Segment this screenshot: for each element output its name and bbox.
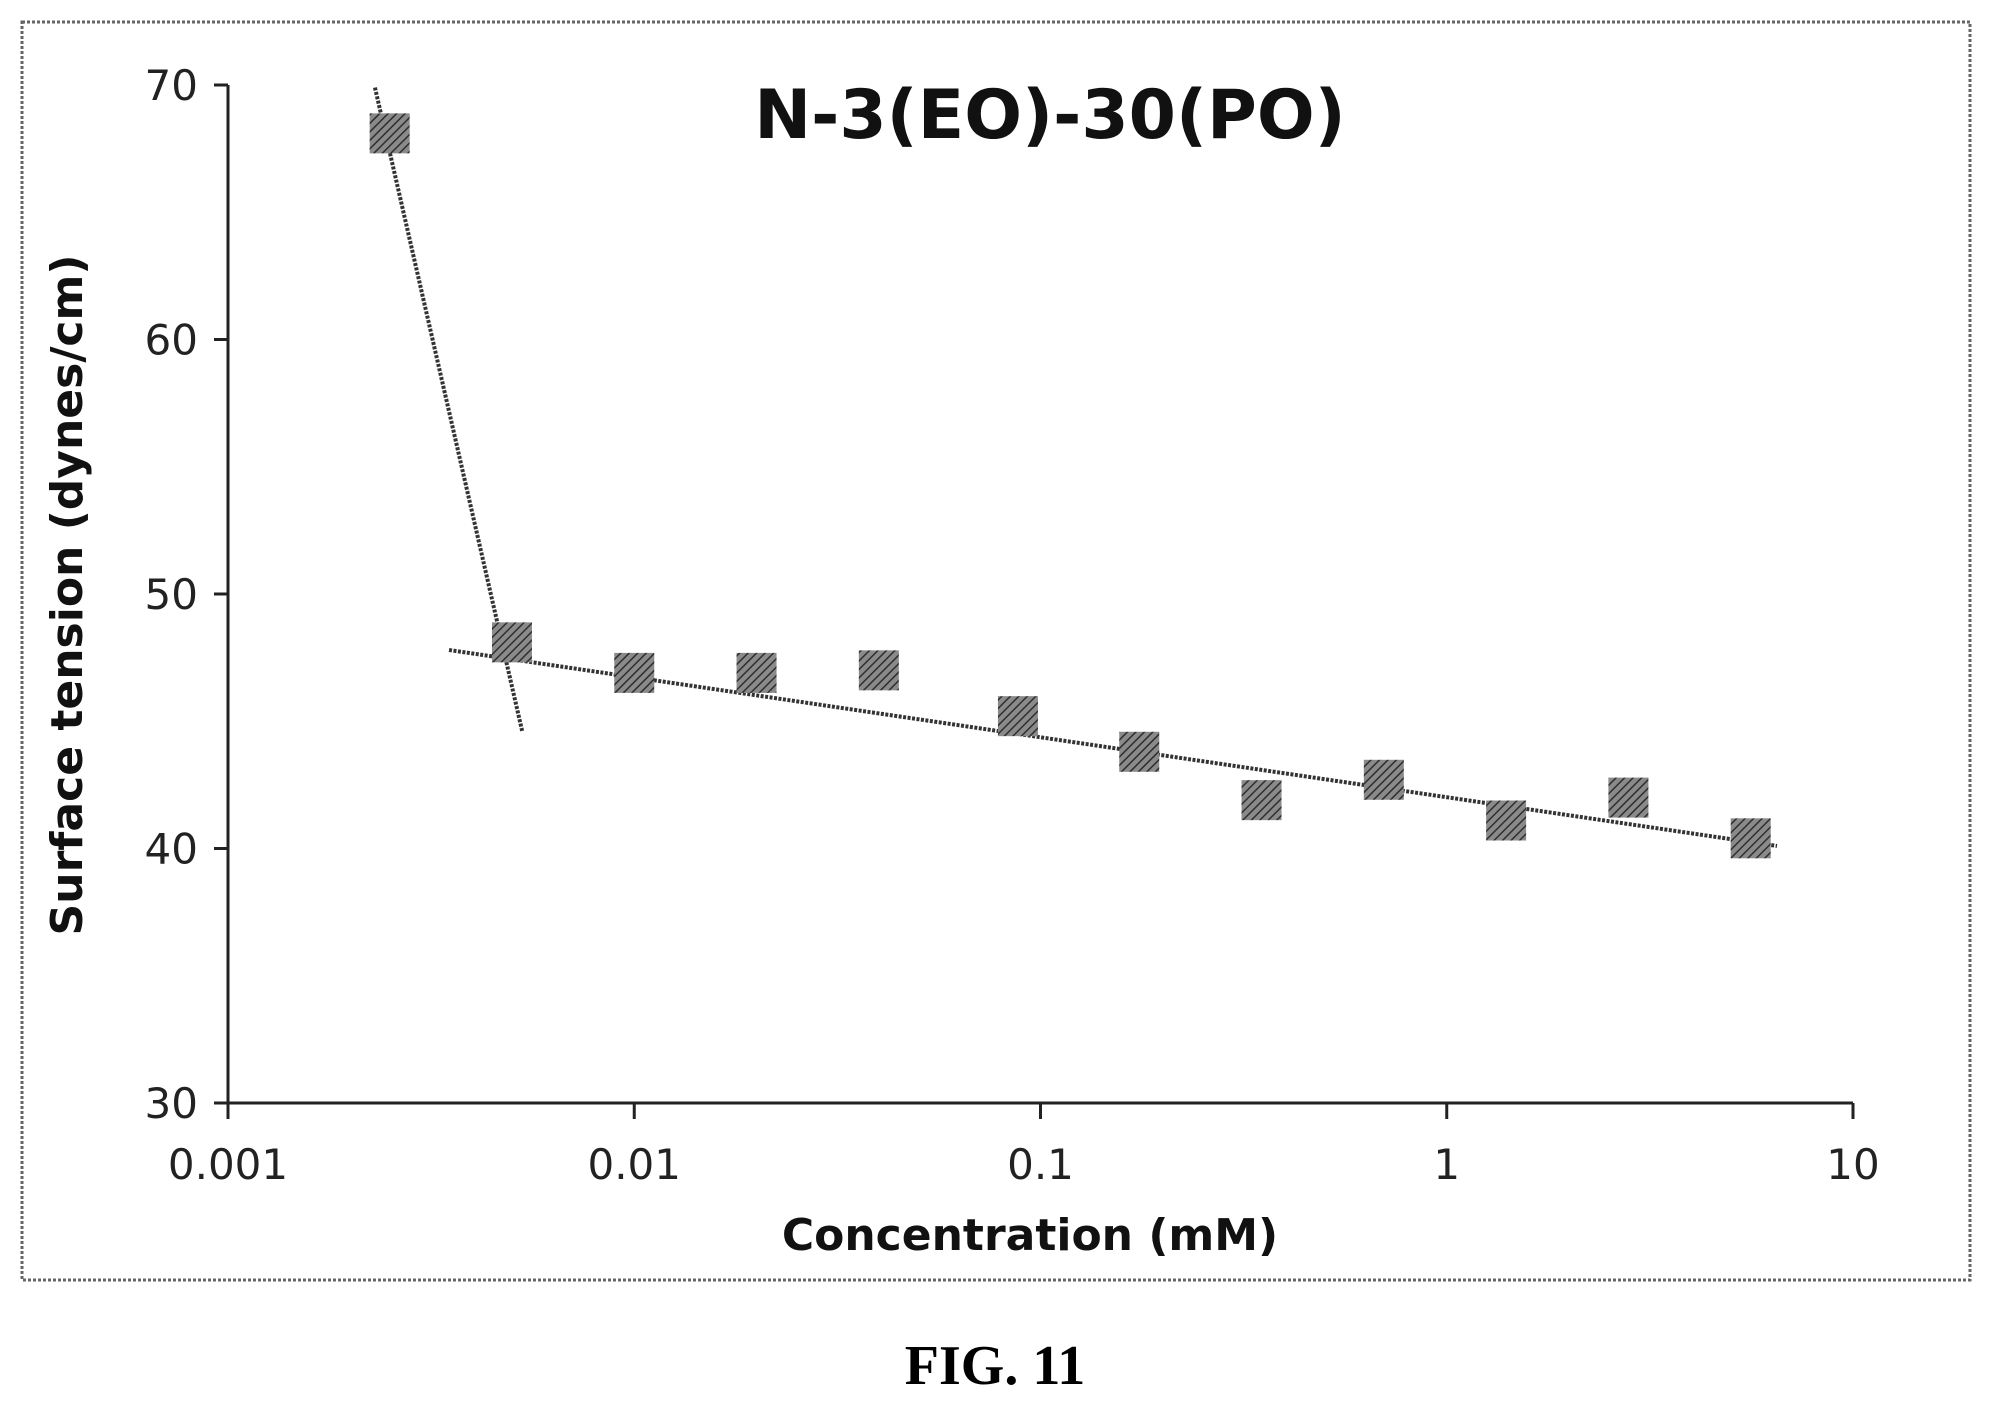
x-tick-label: 1 [1433, 1140, 1460, 1189]
data-point [1241, 780, 1282, 821]
y-axis: 30 40 50 60 70 [145, 61, 230, 1128]
trendline [448, 648, 1778, 848]
data-point [736, 652, 777, 693]
y-tick-label: 70 [145, 61, 198, 110]
x-tick-label: 0.001 [168, 1140, 288, 1189]
data-point [1486, 800, 1527, 841]
y-tick-label: 60 [145, 316, 198, 365]
data-point [491, 622, 532, 663]
chart-title: N-3(EO)-30(PO) [754, 76, 1346, 155]
chart-border [20, 20, 1972, 1282]
x-tick-label: 10 [1826, 1140, 1879, 1189]
data-point [369, 113, 410, 154]
y-tick-label: 40 [145, 825, 198, 874]
data-point [1119, 731, 1160, 772]
x-tick-label: 0.01 [587, 1140, 681, 1189]
data-points [369, 113, 1771, 859]
y-tick-label: 30 [145, 1079, 198, 1128]
chart: 30 40 50 60 70 0.001 0.01 0.1 1 10 N-3(EO)-30(PO… [20, 20, 1972, 1282]
data-point [1363, 759, 1404, 800]
data-point [614, 652, 655, 693]
data-point [858, 650, 899, 691]
data-point [997, 696, 1038, 737]
data-point [1730, 818, 1771, 859]
figure-caption: FIG. 11 [904, 1335, 1086, 1397]
y-tick-label: 50 [145, 570, 198, 619]
y-axis-label: Surface tension (dynes/cm) [42, 255, 93, 936]
x-axis-label: Concentration (mM) [782, 1210, 1278, 1261]
x-tick-label: 0.1 [1007, 1140, 1074, 1189]
data-point [1608, 777, 1649, 818]
x-axis: 0.001 0.01 0.1 1 10 [168, 1101, 1880, 1189]
